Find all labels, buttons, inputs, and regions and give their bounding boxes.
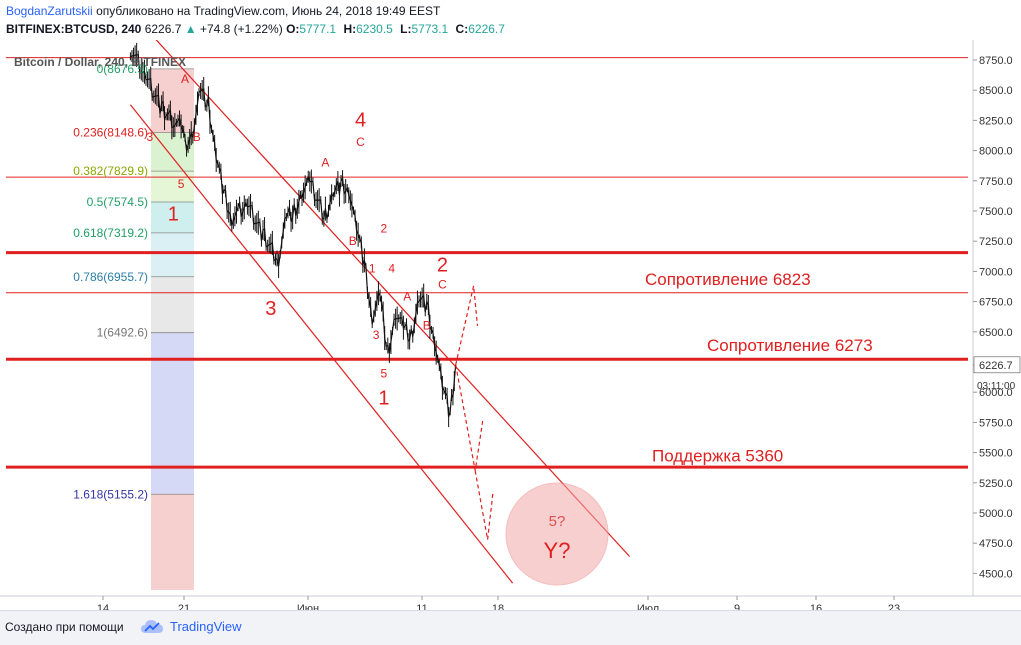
symbol-name[interactable]: BITFINEX:BTCUSD, 240 xyxy=(6,22,142,36)
fib-zone xyxy=(151,202,194,233)
high-label: H: xyxy=(343,22,357,36)
fib-label: 1.618(5155.2) xyxy=(73,487,148,501)
wave-label: 4 xyxy=(355,109,366,131)
x-tick-label: 14 xyxy=(97,603,109,610)
change-arrow-icon: ▲ xyxy=(184,22,197,36)
y-tick-label: 7250.0 xyxy=(979,236,1013,248)
y-tick-label: 5000.0 xyxy=(979,508,1013,520)
y-tick-label: 4750.0 xyxy=(979,538,1013,550)
y-tick-label: 6500.0 xyxy=(979,327,1013,339)
wave-label: A xyxy=(403,289,411,303)
open-value: 5777.1 xyxy=(299,22,337,36)
fib-zone xyxy=(151,494,194,590)
y-tick-label: 5500.0 xyxy=(979,448,1013,460)
author-link[interactable]: BogdanZarutskii xyxy=(6,4,93,18)
fib-zone xyxy=(151,232,194,277)
wave-label: 3 xyxy=(265,298,276,320)
level-annotation: Сопротивление 6823 xyxy=(645,270,811,289)
price-chart[interactable]: 0(8676.5) 0.236(8148.6) 0.382(7829.9) 0.5(7… xyxy=(0,11,1021,615)
forecast-path xyxy=(455,285,479,365)
y-tick-label: 8000.0 xyxy=(979,146,1013,158)
price-tag-box xyxy=(973,356,1021,374)
wave-label: B xyxy=(423,318,431,332)
wave-label: 1 xyxy=(369,262,376,276)
y-tick-label: 7750.0 xyxy=(979,176,1013,188)
x-tick-label: Июн xyxy=(297,603,319,610)
chart-header: BogdanZarutskii опубликовано на TradingV… xyxy=(0,0,1021,40)
x-tick-label: 21 xyxy=(178,603,190,610)
fib-zone xyxy=(151,276,194,333)
y-tick-label: 5750.0 xyxy=(979,417,1013,429)
open-label: O: xyxy=(286,22,300,36)
y-tick-label: 6000.0 xyxy=(979,387,1013,399)
x-tick-label: 11 xyxy=(416,603,427,610)
price-change: +74.8 (+1.22%) xyxy=(199,22,283,36)
level-annotation: Поддержка 5360 xyxy=(652,447,783,466)
y-tick-label: 8500.0 xyxy=(979,85,1013,97)
chart-area[interactable]: 0(8676.5) 0.236(8148.6) 0.382(7829.9) 0.5(7… xyxy=(0,11,1021,615)
countdown-label: 03:11:00 xyxy=(977,381,1016,392)
fib-label: 0.618(7319.2) xyxy=(73,226,148,240)
publish-info: BogdanZarutskii опубликовано на TradingV… xyxy=(6,4,440,18)
x-tick-label: 18 xyxy=(492,603,504,610)
high-value: 6230.5 xyxy=(356,22,393,36)
symbol-info: BITFINEX:BTCUSD, 240 6226.7 ▲ +74.8 (+1.… xyxy=(6,22,509,36)
forecast-circle-bottom: Y? xyxy=(544,538,571,563)
footer-created-with: Создано при помощи xyxy=(5,620,124,634)
trend-channel-line xyxy=(129,11,631,557)
low-value: 5773.1 xyxy=(411,22,449,36)
wave-label: B xyxy=(193,130,201,144)
y-tick-label: 6750.0 xyxy=(979,297,1013,309)
x-tick-label: 23 xyxy=(888,603,900,610)
last-price: 6226.7 xyxy=(144,22,182,36)
tradingview-cloud-icon[interactable] xyxy=(140,618,164,636)
x-tick-label: 16 xyxy=(810,603,822,610)
fib-label: 1(6492.6) xyxy=(97,326,148,340)
wave-label: 5 xyxy=(381,367,388,381)
wave-label: 2 xyxy=(381,222,388,236)
fib-label: 0.786(6955.7) xyxy=(73,270,148,284)
wave-label: B xyxy=(349,234,357,248)
fib-zone xyxy=(151,332,194,495)
y-tick-label: 7000.0 xyxy=(979,266,1013,278)
wave-label: 3 xyxy=(373,328,380,342)
x-tick-label: 9 xyxy=(734,603,740,610)
wave-label: 3 xyxy=(147,130,154,144)
footer: Создано при помощи TradingView xyxy=(0,610,1021,645)
fib-label: 0(8676.5) xyxy=(97,62,148,76)
level-annotation: Сопротивление 6273 xyxy=(707,336,873,355)
wave-label: 1 xyxy=(168,204,179,226)
x-tick-label: Июл xyxy=(637,603,659,610)
wave-label: 4 xyxy=(388,262,395,276)
trend-channel-line xyxy=(129,104,514,584)
y-tick-label: 5250.0 xyxy=(979,478,1013,490)
wave-label: 1 xyxy=(378,387,389,409)
forecast-circle xyxy=(505,482,609,586)
y-tick-label: 8250.0 xyxy=(979,115,1013,127)
wave-label: 2 xyxy=(437,254,448,276)
y-tick-label: 7500.0 xyxy=(979,206,1013,218)
tradingview-brand[interactable]: TradingView xyxy=(170,619,242,634)
published-text: опубликовано на TradingView.com, Июнь 24… xyxy=(96,4,441,18)
chart-title: Bitcoin / Dollar, 240, BITFINEX xyxy=(14,55,186,69)
wave-label: 5 xyxy=(178,177,185,191)
y-tick-label: 6226.7 xyxy=(979,360,1013,372)
low-label: L: xyxy=(400,22,412,36)
forecast-path xyxy=(474,470,494,540)
fib-label: 0.382(7829.9) xyxy=(73,164,148,178)
forecast-circle-top: 5? xyxy=(549,513,566,530)
y-tick-label: 8750.0 xyxy=(979,55,1013,67)
close-value: 6226.7 xyxy=(468,22,505,36)
wave-label: C xyxy=(438,277,447,291)
wave-label: C xyxy=(356,135,365,149)
wave-label: A xyxy=(181,72,189,86)
wave-label: A xyxy=(321,155,329,169)
fib-label: 0.5(7574.5) xyxy=(87,195,148,209)
close-label: C: xyxy=(455,22,469,36)
y-tick-label: 4500.0 xyxy=(979,568,1013,580)
price-series xyxy=(130,53,457,418)
forecast-path xyxy=(455,364,484,471)
fib-label: 0.236(8148.6) xyxy=(73,126,148,140)
